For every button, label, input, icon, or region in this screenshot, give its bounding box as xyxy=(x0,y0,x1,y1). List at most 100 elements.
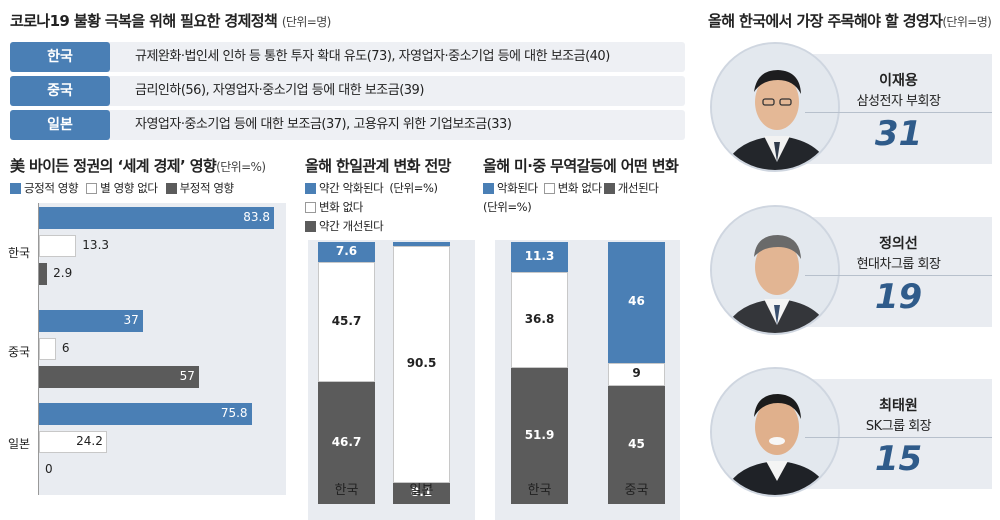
legend-swatch-blue xyxy=(10,182,21,194)
legend-swatch-gray xyxy=(165,182,177,194)
data-label: 57 xyxy=(179,369,195,383)
chart1-legend: 긍정적 영향 별 영향 없다 부정적 영향 xyxy=(10,180,234,196)
category-label: 중국 xyxy=(8,345,31,359)
policy-title-text: 코로나19 불황 극복을 위해 필요한 경제정책 xyxy=(10,12,278,30)
person-portrait-icon xyxy=(712,207,838,333)
data-label: 0 xyxy=(45,462,53,476)
legend-swatch-white xyxy=(305,201,316,213)
bar xyxy=(39,207,274,229)
ceo-photo xyxy=(710,367,840,497)
person-portrait-icon xyxy=(712,369,838,495)
policy-row-china: 중국 금리인하(56), 자영업자·중소기업 등에 대한 보조금(39) xyxy=(10,76,685,106)
legend-swatch-gray xyxy=(305,220,316,232)
chart3-title-text: 올해 미·중 무역갈등에 어떤 변화 xyxy=(483,157,679,175)
ceo-count: 31 xyxy=(874,114,923,154)
bar-segment xyxy=(318,381,375,504)
data-label: 2.9 xyxy=(53,266,73,280)
policy-text: 금리인하(56), 자영업자·중소기업 등에 대한 보조금(39) xyxy=(135,83,424,98)
bar-segment xyxy=(608,386,665,504)
bar xyxy=(39,366,199,388)
legend-swatch-blue xyxy=(483,182,494,194)
category-label: 한국 xyxy=(8,246,31,260)
bar-segment xyxy=(393,242,450,246)
legend-label: 악화된다 xyxy=(497,181,538,195)
data-label: 75.8 xyxy=(220,406,248,420)
bar xyxy=(39,310,143,332)
data-label: 51.9 xyxy=(524,428,555,442)
ceo-count: 15 xyxy=(874,439,923,479)
chart3-plot: 11.3 36.8 51.9 한국 46 9 45 중국 xyxy=(483,195,683,520)
bar-segment xyxy=(393,245,450,483)
chart3-title: 올해 미·중 무역갈등에 어떤 변화 xyxy=(483,155,679,176)
bar-segment xyxy=(511,242,568,272)
divider xyxy=(805,112,992,113)
legend-label: 개선된다 xyxy=(617,181,659,195)
chart2-unit: (단위=%) xyxy=(389,181,438,195)
chart2-plot: 7.645.746.7한국1.490.58.1일본 xyxy=(300,195,475,520)
divider xyxy=(805,275,992,276)
legend-label: 부정적 영향 xyxy=(179,181,235,195)
data-label: 37 xyxy=(123,313,139,327)
ceo-card-2: 정의선 현대차그룹 회장 19 xyxy=(710,205,992,335)
bar-segment xyxy=(511,368,568,504)
data-label: 7.6 xyxy=(335,243,358,258)
ceo-count: 19 xyxy=(874,277,923,317)
data-label: 11.3 xyxy=(524,248,555,263)
chart2-legend-1: 약간 악화된다 (단위=%) xyxy=(305,180,438,196)
policy-country-label: 중국 xyxy=(10,76,110,106)
data-label: 46.7 xyxy=(331,434,362,449)
data-label: 45.7 xyxy=(331,313,362,328)
ceo-role: 현대차그룹 회장 xyxy=(856,257,941,272)
ceo-card-3: 최태원 SK그룹 회장 15 xyxy=(710,367,992,497)
legend-swatch-white xyxy=(543,182,555,194)
legend-label: 변화 없다 xyxy=(557,181,602,195)
ceo-name: 이재용 xyxy=(879,73,918,89)
chart3-legend-1: 악화된다 변화 없다 개선된다 xyxy=(483,180,659,196)
category-label: 중국 xyxy=(624,483,649,498)
category-label: 일본 xyxy=(409,483,434,498)
divider xyxy=(805,437,992,438)
chart1-title: 美 바이든 정권의 ‘세계 경제’ 영향(단위=%) xyxy=(10,155,266,176)
data-label: 90.5 xyxy=(406,356,437,371)
policy-country-label: 한국 xyxy=(10,42,110,72)
policy-row-korea: 한국 규제완화·법인세 인하 등 통한 투자 확대 유도(73), 자영업자·중… xyxy=(10,42,685,72)
category-label: 한국 xyxy=(334,483,359,498)
category-label: 일본 xyxy=(8,437,31,451)
chart2-title-text: 올해 한일관계 변화 전망 xyxy=(305,157,451,175)
bar-segment xyxy=(393,482,450,504)
ceo-card-1: 이재용 삼성전자 부회장 31 xyxy=(710,42,992,172)
bar xyxy=(39,235,77,257)
legend-swatch-gray xyxy=(603,182,615,194)
legend-label: 약간 악화된다 xyxy=(319,181,384,195)
chart1-axis-line xyxy=(38,203,39,495)
chart2-legend-3: 약간 개선된다 xyxy=(305,218,384,234)
ceo-title: 올해 한국에서 가장 주목해야 할 경영자(단위=명) xyxy=(708,10,992,31)
policy-text: 자영업자·중소기업 등에 대한 보조금(37), 고용유지 위한 기업보조금(3… xyxy=(135,117,512,132)
ceo-title-text: 올해 한국에서 가장 주목해야 할 경영자 xyxy=(708,12,943,30)
ceo-photo xyxy=(710,205,840,335)
bar-segment xyxy=(511,271,568,368)
data-label: 46 xyxy=(628,294,645,309)
bar-segment xyxy=(608,362,665,387)
policy-row-japan: 일본 자영업자·중소기업 등에 대한 보조금(37), 고용유지 위한 기업보조… xyxy=(10,110,685,140)
policy-country-label: 일본 xyxy=(10,110,110,140)
ceo-name: 정의선 xyxy=(879,236,918,252)
data-label: 83.8 xyxy=(243,210,270,224)
person-portrait-icon xyxy=(712,44,838,170)
legend-swatch-blue xyxy=(305,182,316,194)
bar-segment xyxy=(318,261,375,382)
policy-text: 규제완화·법인세 인하 등 통한 투자 확대 유도(73), 자영업자·중소기업… xyxy=(135,49,610,64)
bar xyxy=(39,403,252,425)
legend-label: 변화 없다 xyxy=(319,200,363,214)
policy-title: 코로나19 불황 극복을 위해 필요한 경제정책 (단위=명) xyxy=(10,10,331,31)
data-label: 13.3 xyxy=(82,238,110,252)
bar xyxy=(39,263,48,285)
bar-segment xyxy=(318,242,375,262)
legend-label: 별 영향 없다 xyxy=(100,181,158,195)
chart1-unit: (단위=%) xyxy=(216,160,266,174)
legend-label: 약간 개선된다 xyxy=(319,219,384,233)
ceo-role: SK그룹 회장 xyxy=(865,419,932,434)
chart2-legend-2: 변화 없다 xyxy=(305,199,363,215)
ceo-unit: (단위=명) xyxy=(942,15,992,29)
chart1-title-text: 美 바이든 정권의 ‘세계 경제’ 영향 xyxy=(10,157,217,175)
